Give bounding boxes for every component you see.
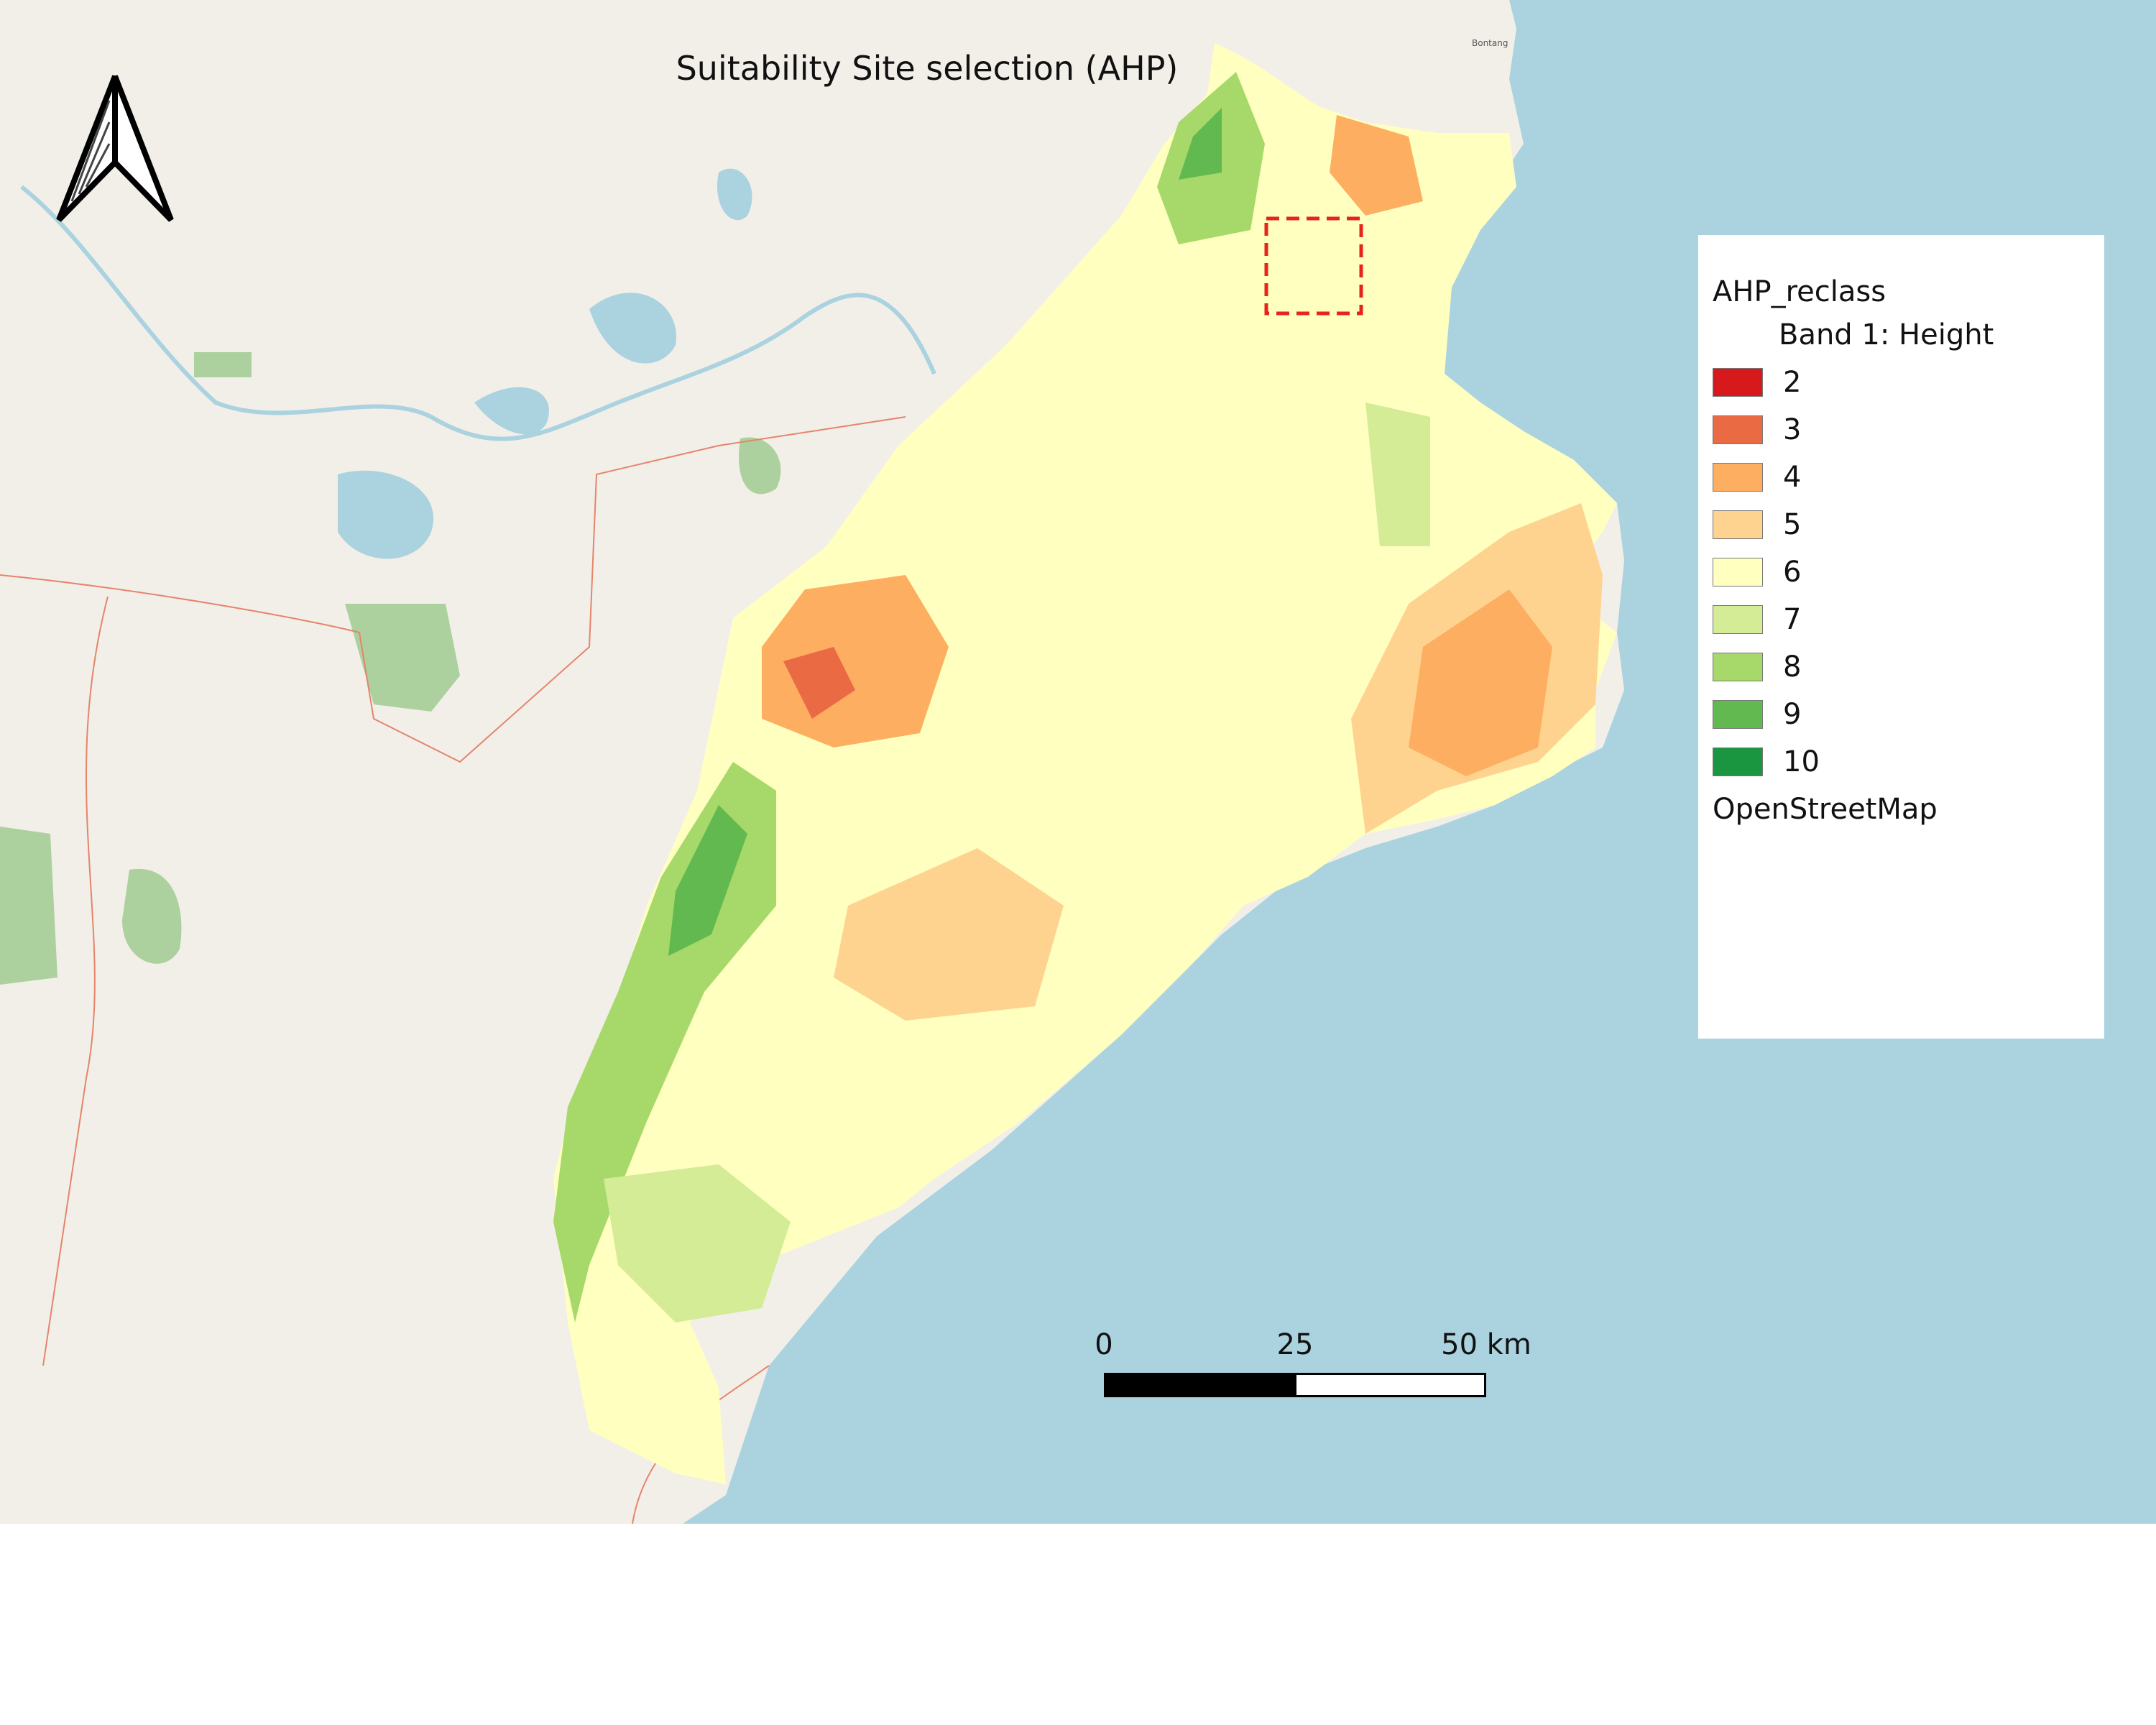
legend-swatch — [1713, 700, 1763, 729]
scale-label-start: 0 — [1095, 1328, 1113, 1361]
legend-item-label: 4 — [1783, 461, 1802, 494]
class-9-north — [1179, 108, 1222, 180]
class-7-south — [604, 1164, 791, 1322]
forest-2 — [122, 868, 182, 964]
class-5-south — [834, 848, 1064, 1021]
legend-panel: AHP_reclass Band 1: Height 2 3 4 5 6 7 8 9 10 Op… — [1698, 235, 2104, 1039]
suitability-raster — [553, 43, 1617, 1484]
legend-swatch — [1713, 653, 1763, 681]
lake-1 — [474, 387, 549, 435]
forest-4 — [194, 352, 252, 377]
scale-bar: 0 25 50 km — [1095, 1328, 1531, 1414]
highlight-box[interactable] — [1264, 216, 1363, 316]
legend-layer-name: AHP_reclass — [1713, 275, 1886, 308]
legend-item-label: 3 — [1783, 413, 1802, 446]
legend-swatch — [1713, 463, 1763, 492]
legend-item-label: 10 — [1783, 745, 1820, 778]
forest-1 — [345, 604, 460, 712]
scale-segment-first — [1104, 1373, 1296, 1397]
legend-swatch — [1713, 605, 1763, 634]
scale-label-mid: 25 — [1276, 1328, 1314, 1361]
lake-2 — [589, 293, 676, 364]
class-3-central — [783, 647, 855, 719]
north-arrow-right-half — [112, 75, 174, 222]
scale-segment-second — [1294, 1373, 1486, 1397]
class-9-west-ridge — [668, 805, 747, 956]
class-7-east — [1365, 402, 1430, 546]
legend-item: 10 — [1713, 738, 2104, 786]
legend-swatch — [1713, 368, 1763, 397]
legend-band-label: Band 1: Height — [1779, 318, 1994, 351]
north-arrow-icon — [56, 75, 174, 222]
map-title: Suitability Site selection (AHP) — [676, 49, 1179, 88]
forest-3 — [739, 437, 781, 494]
lake-3 — [338, 470, 434, 559]
legend-swatch — [1713, 748, 1763, 776]
scale-label-end: 50 km — [1441, 1328, 1531, 1361]
legend-item-label: 9 — [1783, 698, 1802, 731]
legend-swatch — [1713, 558, 1763, 586]
forest-5 — [0, 827, 57, 985]
legend-item: 4 — [1713, 454, 2104, 501]
legend-item-label: 5 — [1783, 508, 1802, 541]
river-main — [20, 185, 936, 441]
legend-item: 5 — [1713, 501, 2104, 548]
class-4-delta — [1409, 589, 1552, 776]
legend-item-label: 6 — [1783, 556, 1802, 589]
legend-item-label: 2 — [1783, 366, 1802, 399]
north-arrow-hatch — [70, 100, 111, 202]
class-4-north-east — [1330, 115, 1423, 216]
legend-basemap-label: OpenStreetMap — [1713, 793, 1938, 826]
legend-item: 7 — [1713, 596, 2104, 643]
legend-item: 9 — [1713, 691, 2104, 738]
legend-class-list: 2 3 4 5 6 7 8 9 10 — [1713, 359, 2104, 786]
legend-swatch — [1713, 510, 1763, 539]
legend-item: 3 — [1713, 406, 2104, 454]
legend-item-label: 8 — [1783, 650, 1802, 684]
town-label: Bontang — [1472, 38, 1508, 48]
legend-swatch — [1713, 415, 1763, 444]
legend-item: 2 — [1713, 359, 2104, 406]
legend-item-label: 7 — [1783, 603, 1802, 636]
legend-item: 8 — [1713, 643, 2104, 691]
legend-item: 6 — [1713, 548, 2104, 596]
lake-4 — [717, 168, 752, 221]
study-area-base — [553, 43, 1617, 1484]
